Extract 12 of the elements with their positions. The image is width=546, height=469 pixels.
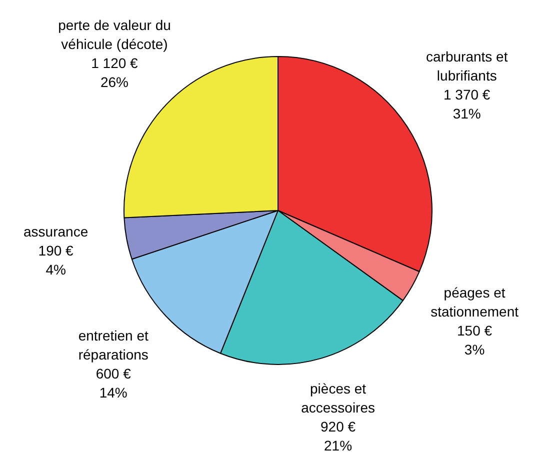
slice-label: carburants et lubrifiants — [426, 48, 508, 84]
data-label: 150 € 3% — [457, 322, 492, 358]
data-label: 1 120 € 26% — [91, 54, 138, 90]
slice-label: entretien et réparations — [78, 328, 148, 363]
data-label: 600 € 14% — [96, 366, 132, 401]
slice-label: perte de valeur du véhicule (décote) — [58, 16, 171, 52]
slice-label: assurance — [24, 224, 88, 240]
slice-label: péages et stationnement — [430, 284, 519, 320]
slice-label: pièces et accessoires — [301, 380, 375, 416]
data-label: 1 370 € 31% — [444, 86, 490, 122]
data-label: 920 € 21% — [320, 418, 356, 454]
data-label: 190 € 4% — [38, 242, 74, 278]
